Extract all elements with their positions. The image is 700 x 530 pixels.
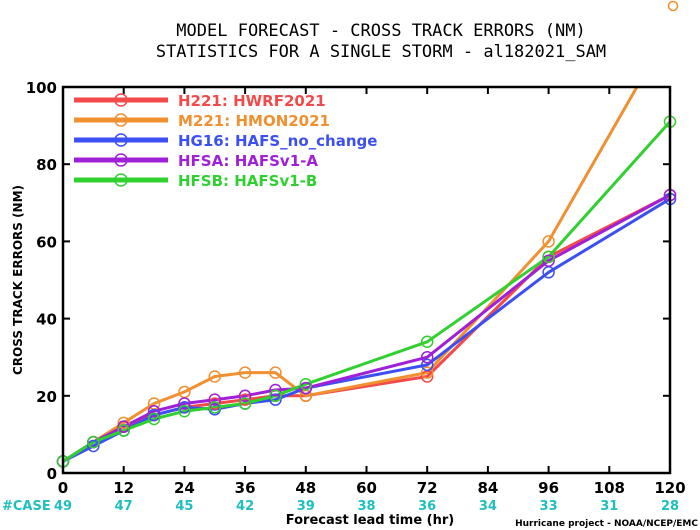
legend: H221: HWRF2021 M221: HMON2021 HG16: HAFS_n… <box>74 92 377 190</box>
x-tick-label: 120 <box>654 479 685 497</box>
case-count: 34 <box>479 499 497 514</box>
y-axis-label: CROSS TRACK ERRORS (NM) <box>11 185 25 375</box>
data-point <box>208 393 221 406</box>
legend-swatch-marker <box>114 173 128 187</box>
data-point <box>147 404 161 418</box>
data-point <box>178 404 191 418</box>
case-count: 36 <box>418 499 436 514</box>
x-tick-label: 0 <box>58 479 68 497</box>
legend-label: M221: HMON2021 <box>178 112 330 130</box>
data-point <box>178 397 191 410</box>
legend-label: H221: HWRF2021 <box>178 92 326 110</box>
x-tick-label: 36 <box>235 479 256 497</box>
corner-circle-marker <box>667 0 679 12</box>
data-point <box>117 420 130 433</box>
y-tick-label: 80 <box>36 156 57 174</box>
credit-text: Hurricane project - NOAA/NCEP/EMC <box>515 519 698 529</box>
tick-layer: 0 12 24 36 48 60 72 84 96 108 120 0 20 40 60 80 100 <box>26 79 686 497</box>
case-count: 31 <box>600 499 618 514</box>
data-point <box>269 366 282 379</box>
case-label: #CASE <box>2 499 51 514</box>
y-tick-label: 40 <box>36 311 57 329</box>
case-count: 47 <box>115 499 133 514</box>
case-count: 33 <box>540 499 558 514</box>
data-point <box>147 412 161 426</box>
case-count: 39 <box>297 499 315 514</box>
data-point <box>542 235 555 248</box>
data-point <box>208 370 221 383</box>
data-point <box>87 435 100 449</box>
legend-label: HFSB: HAFSv1-B <box>178 172 317 190</box>
data-point <box>420 366 434 379</box>
case-count: 28 <box>661 499 679 514</box>
x-tick-label: 60 <box>356 479 377 497</box>
data-point <box>147 408 161 422</box>
chart-title: MODEL FORECAST - CROSS TRACK ERRORS (NM) <box>176 21 585 41</box>
data-point <box>269 383 282 397</box>
data-point <box>269 393 282 406</box>
marker-layer <box>56 115 677 468</box>
x-tick-label: 24 <box>174 479 195 497</box>
data-point <box>87 439 100 453</box>
series-line <box>63 197 670 463</box>
chart-subtitle: STATISTICS FOR A SINGLE STORM - al182021… <box>156 42 606 62</box>
data-point <box>238 389 252 403</box>
case-count: 42 <box>236 499 254 514</box>
legend-label: HG16: HAFS_no_change <box>178 132 377 150</box>
series-line <box>63 193 670 463</box>
series-line <box>63 193 670 463</box>
y-tick-label: 60 <box>36 233 57 251</box>
data-point <box>208 397 221 410</box>
data-point <box>542 254 555 267</box>
data-point <box>117 416 130 430</box>
data-point <box>420 350 434 364</box>
legend-swatch-marker <box>114 133 128 147</box>
x-axis-label: Forecast lead time (hr) <box>286 513 454 528</box>
legend-swatch-marker <box>114 113 128 127</box>
legend-swatch-marker <box>114 93 128 107</box>
data-point <box>208 401 221 414</box>
data-point <box>420 358 434 372</box>
y-tick-label: 100 <box>26 79 57 97</box>
x-tick-label: 84 <box>477 479 498 497</box>
x-tick-label: 72 <box>417 479 438 497</box>
x-tick-label: 108 <box>594 479 625 497</box>
legend-label: HFSA: HAFSv1-A <box>178 152 318 170</box>
data-point <box>238 393 252 406</box>
y-tick-label: 0 <box>47 465 57 483</box>
case-count: 45 <box>175 499 193 514</box>
data-point <box>299 381 313 395</box>
data-point <box>178 401 191 414</box>
data-point <box>542 250 555 264</box>
data-point <box>420 335 434 349</box>
data-point <box>117 424 130 437</box>
legend-swatch-marker <box>114 153 128 167</box>
data-point <box>238 397 252 410</box>
data-point <box>269 389 282 403</box>
case-count: 38 <box>357 499 375 514</box>
case-count-row: 49 47 45 42 39 38 36 34 33 31 28 <box>54 499 679 514</box>
data-point <box>299 377 313 391</box>
y-tick-label: 20 <box>36 388 57 406</box>
x-tick-label: 96 <box>538 479 559 497</box>
case-count: 49 <box>54 499 72 514</box>
x-tick-label: 48 <box>295 479 316 497</box>
x-tick-label: 12 <box>113 479 134 497</box>
data-point <box>238 366 252 379</box>
